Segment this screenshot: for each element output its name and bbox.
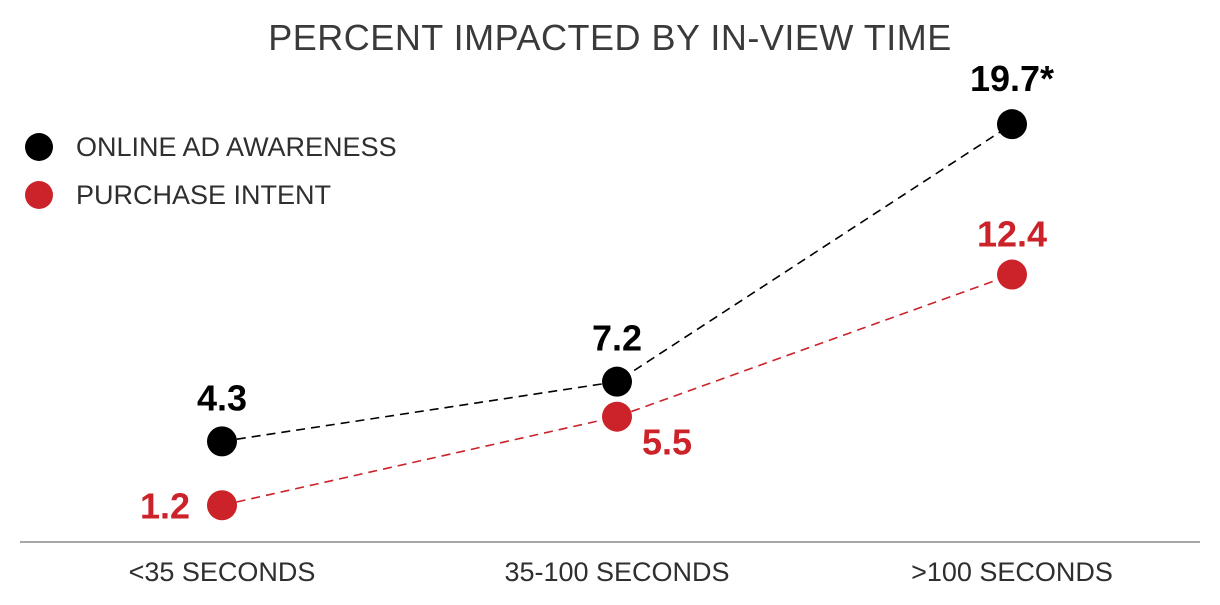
x-tick-label: <35 SECONDS [129, 557, 316, 587]
legend: ONLINE AD AWARENESS PURCHASE INTENT [25, 132, 397, 210]
legend-item-0: ONLINE AD AWARENESS [25, 132, 397, 162]
data-point [602, 366, 632, 397]
data-label: 1.2 [140, 485, 190, 526]
x-tick-label: >100 SECONDS [911, 557, 1113, 587]
data-point [207, 490, 237, 521]
series-0: 4.3 7.2 19.7* [197, 58, 1054, 457]
legend-marker-icon [25, 133, 53, 161]
x-axis-ticks: <35 SECONDS 35-100 SECONDS >100 SECONDS [129, 557, 1113, 587]
series-layer: 4.3 7.2 19.7* 1.2 5.5 12.4 [140, 58, 1054, 526]
data-point [997, 109, 1027, 140]
x-tick-label: 35-100 SECONDS [504, 557, 729, 587]
data-label: 19.7* [970, 58, 1054, 99]
legend-label: ONLINE AD AWARENESS [76, 132, 397, 162]
data-point [997, 259, 1027, 290]
series-1: 1.2 5.5 12.4 [140, 214, 1047, 527]
chart-title: PERCENT IMPACTED BY IN-VIEW TIME [268, 17, 951, 58]
legend-label: PURCHASE INTENT [76, 180, 331, 210]
data-label: 4.3 [197, 377, 247, 418]
data-label: 7.2 [592, 318, 642, 359]
data-point [207, 426, 237, 457]
series-line [221, 123, 1013, 443]
data-point [602, 401, 632, 432]
legend-item-1: PURCHASE INTENT [25, 180, 331, 210]
data-label: 5.5 [642, 422, 692, 463]
legend-marker-icon [25, 181, 53, 209]
data-label: 12.4 [977, 214, 1047, 255]
